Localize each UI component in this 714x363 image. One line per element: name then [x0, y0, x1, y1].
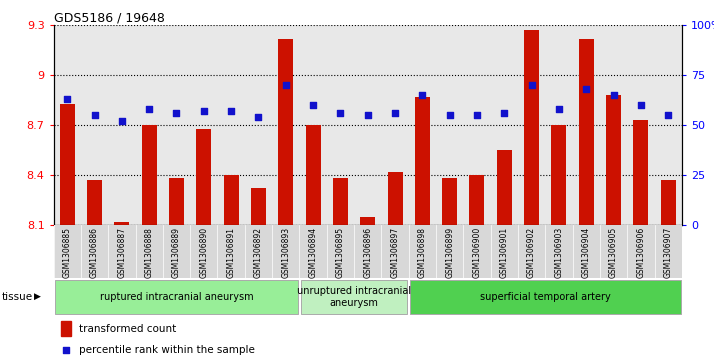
Bar: [141, 125, 156, 225]
Point: [253, 114, 264, 120]
Text: GSM1306885: GSM1306885: [63, 227, 71, 278]
Text: GSM1306893: GSM1306893: [281, 227, 291, 278]
Point: [116, 118, 128, 124]
Text: tissue: tissue: [2, 291, 34, 302]
Text: GSM1306887: GSM1306887: [117, 227, 126, 278]
Point: [389, 110, 401, 116]
Bar: [223, 175, 238, 225]
Point: [635, 102, 647, 108]
Text: GSM1306900: GSM1306900: [473, 227, 481, 278]
Bar: [333, 179, 348, 225]
Point: [663, 113, 674, 118]
Text: GSM1306906: GSM1306906: [636, 227, 645, 278]
Text: GSM1306905: GSM1306905: [609, 227, 618, 278]
Point: [171, 110, 182, 116]
FancyBboxPatch shape: [55, 280, 298, 314]
FancyBboxPatch shape: [301, 280, 407, 314]
Text: GSM1306907: GSM1306907: [664, 227, 673, 278]
Text: GSM1306901: GSM1306901: [500, 227, 509, 278]
Bar: [442, 179, 457, 225]
Point: [417, 92, 428, 98]
Text: GDS5186 / 19648: GDS5186 / 19648: [54, 11, 164, 24]
Text: GSM1306892: GSM1306892: [254, 227, 263, 278]
Point: [580, 86, 592, 92]
Bar: [61, 322, 71, 336]
Bar: [497, 150, 512, 225]
Text: GSM1306898: GSM1306898: [418, 227, 427, 278]
Text: GSM1306902: GSM1306902: [527, 227, 536, 278]
Text: unruptured intracranial
aneurysm: unruptured intracranial aneurysm: [297, 286, 411, 307]
Bar: [196, 129, 211, 225]
Point: [198, 108, 209, 114]
Bar: [169, 179, 184, 225]
Point: [553, 106, 565, 112]
Text: GSM1306899: GSM1306899: [445, 227, 454, 278]
FancyBboxPatch shape: [410, 280, 680, 314]
Point: [144, 106, 155, 112]
Point: [362, 113, 373, 118]
Bar: [278, 39, 293, 225]
Text: GSM1306888: GSM1306888: [145, 227, 154, 278]
Bar: [114, 222, 129, 225]
Point: [226, 108, 237, 114]
Text: GSM1306894: GSM1306894: [308, 227, 318, 278]
Text: GSM1306895: GSM1306895: [336, 227, 345, 278]
Text: ruptured intracranial aneurysm: ruptured intracranial aneurysm: [100, 292, 253, 302]
Text: superficial temporal artery: superficial temporal artery: [480, 292, 610, 302]
Bar: [306, 125, 321, 225]
Text: GSM1306889: GSM1306889: [172, 227, 181, 278]
Bar: [551, 125, 566, 225]
Bar: [606, 95, 621, 225]
Bar: [360, 217, 376, 225]
Bar: [579, 39, 594, 225]
Point: [526, 82, 538, 88]
Point: [280, 82, 291, 88]
Text: GSM1306891: GSM1306891: [226, 227, 236, 278]
Bar: [60, 103, 75, 225]
Text: percentile rank within the sample: percentile rank within the sample: [79, 345, 255, 355]
Bar: [660, 180, 675, 225]
Point: [608, 92, 619, 98]
Point: [444, 113, 456, 118]
Bar: [415, 97, 430, 225]
Point: [498, 110, 510, 116]
Text: GSM1306890: GSM1306890: [199, 227, 208, 278]
Bar: [633, 120, 648, 225]
Bar: [388, 172, 403, 225]
Text: GSM1306896: GSM1306896: [363, 227, 372, 278]
Text: transformed count: transformed count: [79, 323, 176, 334]
Point: [61, 96, 73, 102]
Text: GSM1306897: GSM1306897: [391, 227, 400, 278]
Bar: [251, 188, 266, 225]
Bar: [87, 180, 102, 225]
Point: [471, 113, 483, 118]
Point: [89, 113, 100, 118]
Bar: [524, 30, 539, 225]
Text: GSM1306903: GSM1306903: [555, 227, 563, 278]
Point: [307, 102, 318, 108]
Point: [61, 347, 72, 353]
Text: ▶: ▶: [34, 292, 41, 301]
Bar: [470, 175, 485, 225]
Point: [335, 110, 346, 116]
Text: GSM1306904: GSM1306904: [582, 227, 590, 278]
Text: GSM1306886: GSM1306886: [90, 227, 99, 278]
